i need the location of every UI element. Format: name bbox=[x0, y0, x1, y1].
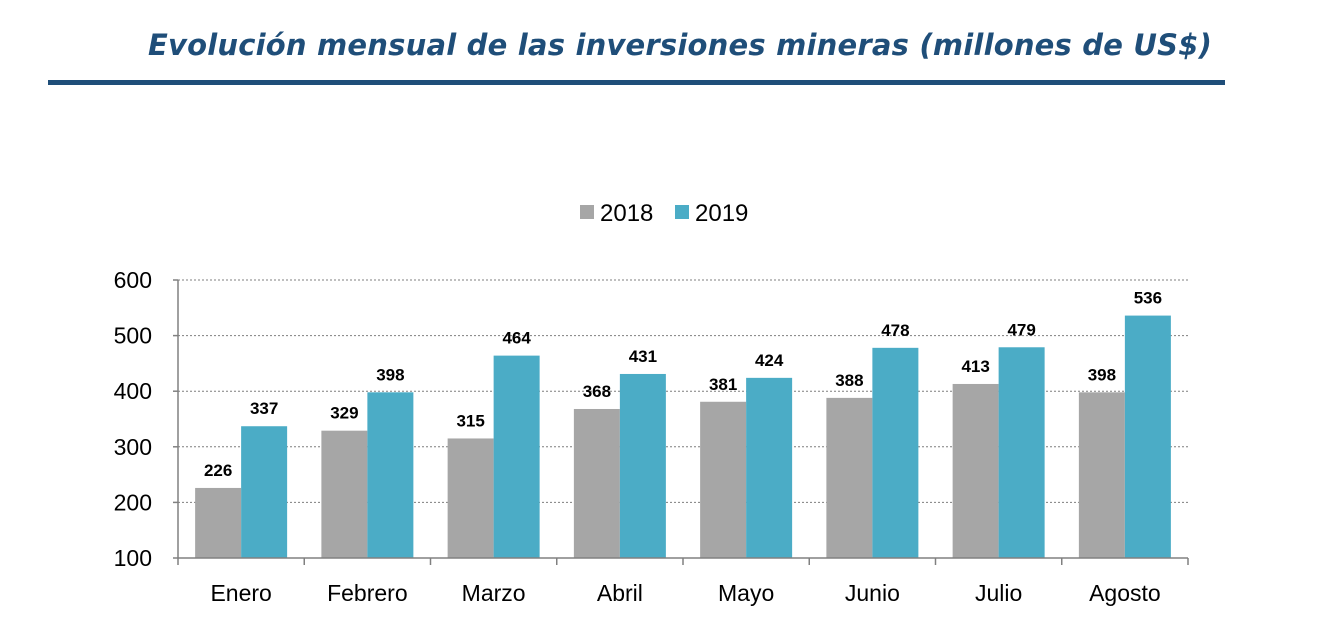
title-underline bbox=[48, 80, 1225, 85]
data-label-2019: 398 bbox=[376, 365, 404, 384]
x-tick-label: Enero bbox=[210, 580, 271, 606]
data-label-2019: 536 bbox=[1134, 289, 1162, 308]
legend-label-2018: 2018 bbox=[600, 200, 653, 227]
data-label-2018: 368 bbox=[583, 382, 611, 401]
bar-2018 bbox=[700, 401, 747, 558]
bar-2019 bbox=[493, 355, 540, 558]
bar-2018 bbox=[952, 383, 999, 558]
bar-2019 bbox=[998, 347, 1045, 558]
y-tick-label: 300 bbox=[114, 434, 152, 460]
data-label-2019: 431 bbox=[629, 347, 657, 366]
bar-2018 bbox=[1078, 392, 1125, 558]
data-label-2018: 398 bbox=[1088, 365, 1116, 384]
data-label-2018: 315 bbox=[456, 411, 484, 430]
bar-2018 bbox=[195, 487, 242, 558]
y-tick-label: 500 bbox=[114, 323, 152, 349]
bar-2019 bbox=[367, 392, 414, 558]
bar-2018 bbox=[573, 408, 620, 558]
bar-2018 bbox=[826, 397, 873, 558]
bar-2019 bbox=[619, 373, 666, 558]
data-label-2019: 464 bbox=[502, 329, 531, 348]
x-tick-label: Agosto bbox=[1089, 580, 1161, 606]
x-tick-label: Mayo bbox=[718, 580, 774, 606]
data-label-2018: 226 bbox=[204, 461, 232, 480]
data-label-2019: 478 bbox=[881, 321, 909, 340]
chart-title: Evolución mensual de las inversiones min… bbox=[148, 28, 1213, 62]
data-label-2018: 388 bbox=[835, 371, 863, 390]
y-tick-label: 600 bbox=[114, 267, 152, 293]
y-tick-label: 100 bbox=[114, 545, 152, 571]
x-tick-label: Marzo bbox=[462, 580, 526, 606]
bar-2018 bbox=[321, 430, 368, 558]
axes: 100 200 300 400 500 600 Enero Febrero Marzo Abril… bbox=[114, 267, 1189, 606]
bar-2019 bbox=[746, 377, 793, 558]
legend-swatch-2018 bbox=[580, 205, 594, 219]
bar-2019 bbox=[241, 426, 288, 558]
x-tick-label: Junio bbox=[845, 580, 900, 606]
x-tick-label: Abril bbox=[597, 580, 643, 606]
x-tick-label: Julio bbox=[975, 580, 1022, 606]
y-tick-label: 400 bbox=[114, 378, 152, 404]
data-label-2019: 337 bbox=[250, 399, 278, 418]
data-labels: 226 337 329 398 315 464 368 431 381 424 388 478 413 4… bbox=[204, 289, 1162, 480]
bar-2019 bbox=[1124, 315, 1171, 558]
legend-label-2019: 2019 bbox=[695, 200, 748, 227]
legend: 2018 2019 bbox=[580, 200, 748, 227]
bars bbox=[195, 315, 1171, 558]
bar-2019 bbox=[872, 347, 919, 558]
data-label-2018: 381 bbox=[709, 375, 737, 394]
bar-2018 bbox=[447, 438, 494, 558]
y-tick-label: 200 bbox=[114, 489, 152, 515]
data-label-2018: 329 bbox=[330, 404, 358, 423]
legend-swatch-2019 bbox=[675, 205, 689, 219]
data-label-2018: 413 bbox=[961, 357, 989, 376]
data-label-2019: 424 bbox=[755, 351, 784, 370]
x-tick-label: Febrero bbox=[327, 580, 408, 606]
data-label-2019: 479 bbox=[1007, 320, 1035, 339]
